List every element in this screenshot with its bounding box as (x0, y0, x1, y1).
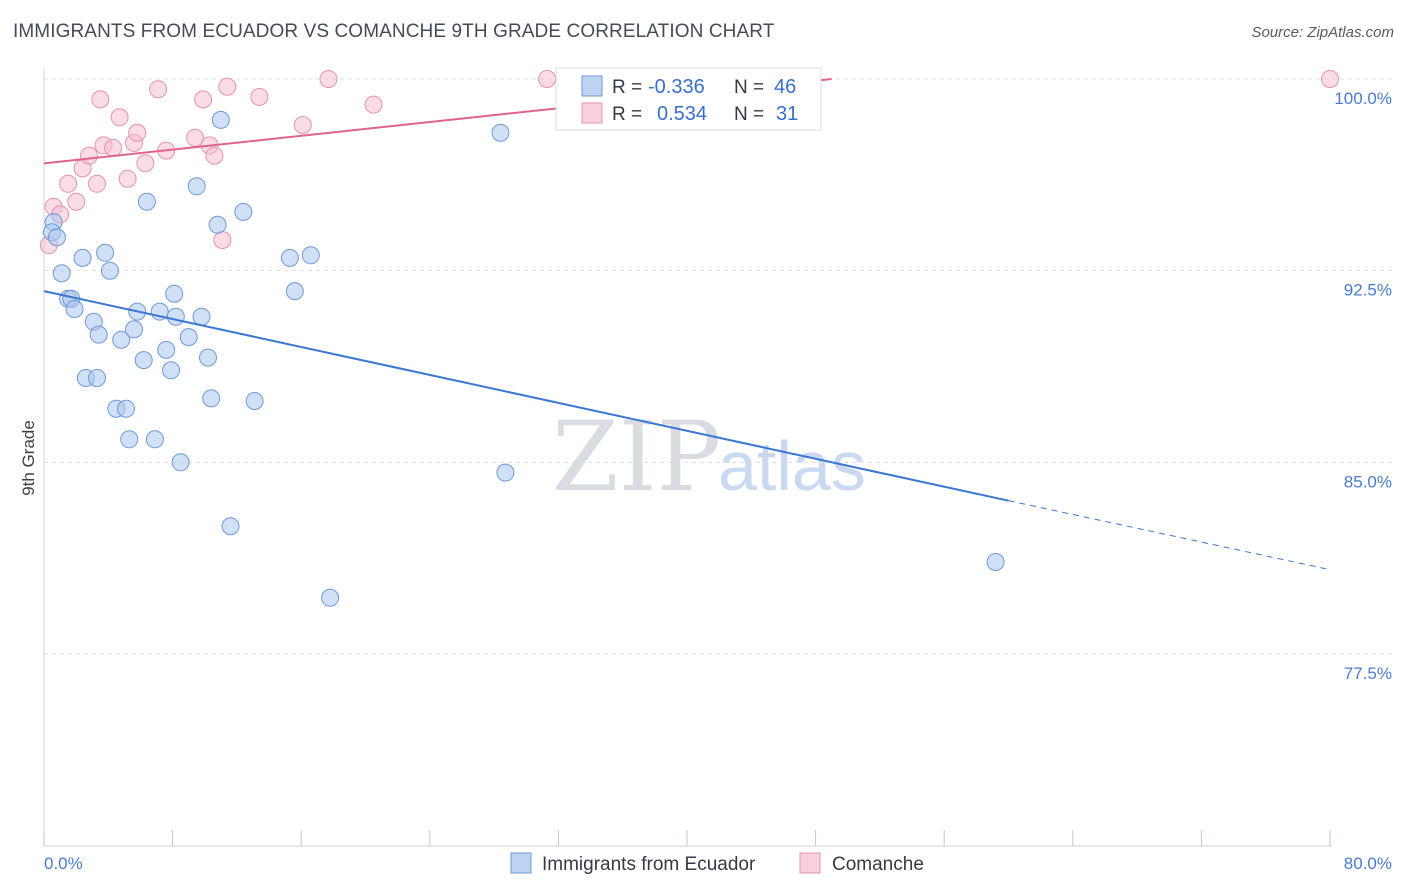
stats-n-label-2: N = (734, 104, 764, 125)
data-point (293, 116, 312, 134)
data-point (280, 248, 299, 267)
stats-r-value-1: -0.336 (648, 76, 705, 98)
stats-n-value-1: 46 (774, 76, 796, 98)
data-point (137, 192, 156, 211)
data-point (120, 430, 139, 449)
data-point (321, 588, 340, 607)
data-point (179, 328, 198, 347)
data-point (149, 80, 168, 99)
data-point (89, 325, 108, 344)
legend: Immigrants from Ecuador Comanche (510, 852, 924, 875)
data-point (128, 123, 147, 142)
data-point (88, 174, 106, 193)
data-point (218, 77, 237, 96)
data-point (213, 231, 232, 249)
stats-n-label-1: N = (734, 77, 764, 98)
data-point (73, 248, 92, 267)
data-point (125, 320, 143, 339)
data-point (104, 139, 123, 157)
data-point (65, 300, 84, 318)
gridlines (44, 78, 1392, 655)
data-point (162, 361, 180, 380)
data-point (47, 228, 66, 247)
stats-box: R = -0.336 N = 46 R = 0.534 N = 31 (555, 67, 822, 131)
y-tick-labels: 77.5% 85.0% 92.5% 100.0% (1334, 89, 1392, 683)
chart-title: IMMIGRANTS FROM ECUADOR VS COMANCHE 9TH … (13, 21, 775, 42)
data-point (88, 369, 106, 387)
data-point (192, 307, 211, 326)
stats-r-value-2: 0.534 (657, 103, 707, 125)
data-point (157, 340, 176, 359)
data-point (52, 264, 71, 283)
data-point (165, 284, 184, 303)
data-point (364, 95, 383, 114)
data-point (301, 246, 320, 265)
legend-label-ecuador: Immigrants from Ecuador (542, 854, 756, 875)
data-point (234, 202, 253, 221)
source-credit: Source: ZipAtlas.com (1251, 24, 1394, 41)
data-point (117, 399, 135, 418)
data-point (166, 307, 185, 326)
data-point (145, 430, 164, 449)
data-point (134, 351, 153, 370)
y-axis-title: 9th Grade (19, 420, 38, 496)
y-tick-label: 92.5% (1344, 281, 1392, 300)
data-point (136, 154, 155, 173)
data-point (171, 453, 190, 472)
x-tick-label-max: 80.0% (1344, 854, 1392, 873)
data-point (199, 348, 217, 367)
data-point (319, 70, 338, 88)
data-point (491, 123, 510, 142)
y-tick-label: 100.0% (1334, 89, 1392, 108)
watermark: ZIP atlas (552, 401, 866, 513)
data-point (91, 90, 110, 109)
watermark-zip: ZIP (552, 401, 721, 513)
watermark-atlas: atlas (718, 427, 866, 505)
data-point (187, 177, 206, 196)
stats-n-value-2: 31 (776, 103, 798, 125)
data-point (112, 330, 131, 349)
data-point (208, 215, 227, 234)
data-point (245, 392, 264, 410)
ecuador-points (43, 110, 1005, 607)
data-point (221, 517, 240, 536)
data-point (250, 87, 269, 106)
data-point (100, 261, 119, 280)
y-tick-label: 77.5% (1344, 664, 1392, 683)
axes (43, 69, 1332, 847)
data-point (202, 389, 221, 408)
trend-line-ecuador (43, 290, 1009, 502)
stats-r-label-1: R = (612, 77, 642, 98)
x-tick-label-min: 0.0% (44, 854, 83, 873)
stats-r-label-2: R = (612, 104, 642, 125)
data-point (96, 243, 115, 262)
data-point (285, 282, 304, 301)
data-point (110, 108, 129, 127)
data-point (986, 553, 1005, 571)
y-tick-label: 85.0% (1344, 472, 1392, 491)
data-point (211, 110, 230, 129)
data-point (59, 174, 78, 193)
legend-swatch-comanche (799, 852, 821, 874)
data-point (194, 90, 213, 109)
trend-line-ecuador-extension (1008, 500, 1331, 571)
data-point (496, 463, 515, 482)
data-point (118, 169, 137, 188)
legend-label-comanche: Comanche (832, 854, 924, 875)
data-point (80, 146, 98, 165)
data-point (67, 192, 86, 211)
comanche-points (39, 70, 1339, 255)
stats-swatch-blue (581, 75, 603, 97)
data-point (1321, 70, 1339, 88)
legend-swatch-ecuador (510, 852, 532, 874)
data-point (205, 146, 224, 165)
x-ticks (43, 830, 1331, 846)
data-point (538, 70, 557, 88)
stats-swatch-pink (581, 102, 603, 124)
